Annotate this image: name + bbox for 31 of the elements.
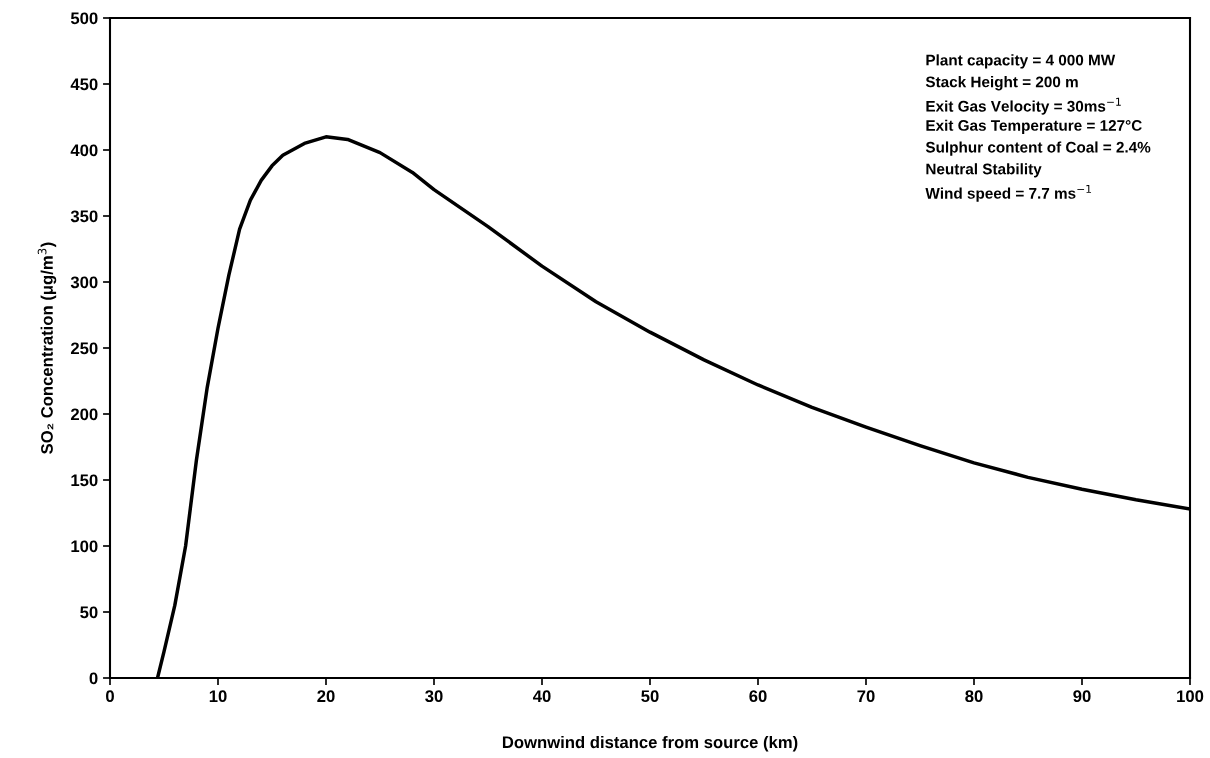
- annotation: Stack Height = 200 m: [925, 76, 1078, 91]
- x-tick-label: 10: [209, 690, 227, 703]
- x-tick-label: 30: [425, 690, 443, 703]
- x-tick-label: 80: [965, 690, 983, 703]
- x-tick-label: 50: [641, 690, 659, 703]
- annotation: Exit Gas Velocity = 30ms$^{−1}$: [926, 97, 1121, 115]
- annotation: Neutral Stability: [926, 163, 1042, 178]
- y-tick-label: 300: [70, 276, 98, 289]
- y-tick-label: 200: [70, 408, 98, 421]
- x-tick-label: 20: [317, 690, 335, 703]
- y-tick-label: 150: [71, 474, 98, 487]
- annotation: Sulphur content of Coal = 2.4%: [925, 141, 1151, 156]
- y-tick-label: 50: [80, 606, 98, 619]
- annotation: Exit Gas Temperature = 127°C: [926, 119, 1142, 134]
- y-tick-label: 350: [70, 210, 98, 223]
- annotation: Wind speed = 7.7 ms$^{−1}$: [925, 184, 1092, 202]
- annotation: Plant capacity = 4 000 MW: [926, 54, 1116, 69]
- y-tick-label: 100: [71, 540, 98, 553]
- x-tick-label: 100: [1177, 690, 1204, 703]
- y-tick-label: 250: [70, 342, 98, 355]
- y-tick-label: 400: [70, 144, 98, 157]
- y-tick-label: 450: [70, 78, 98, 91]
- y-tick-label: 500: [70, 12, 98, 25]
- x-tick-label: 40: [532, 690, 551, 703]
- y-tick-label: 0: [89, 672, 98, 685]
- x-tick-label: 0: [106, 690, 114, 703]
- y-axis-title: SO₂ Concentration (μg/m$^{3}$): [37, 242, 57, 454]
- x-tick-label: 60: [749, 690, 767, 703]
- x-tick-label: 90: [1073, 690, 1091, 703]
- x-axis-title: Downwind distance from source (km): [502, 735, 798, 752]
- x-tick-label: 70: [857, 690, 875, 703]
